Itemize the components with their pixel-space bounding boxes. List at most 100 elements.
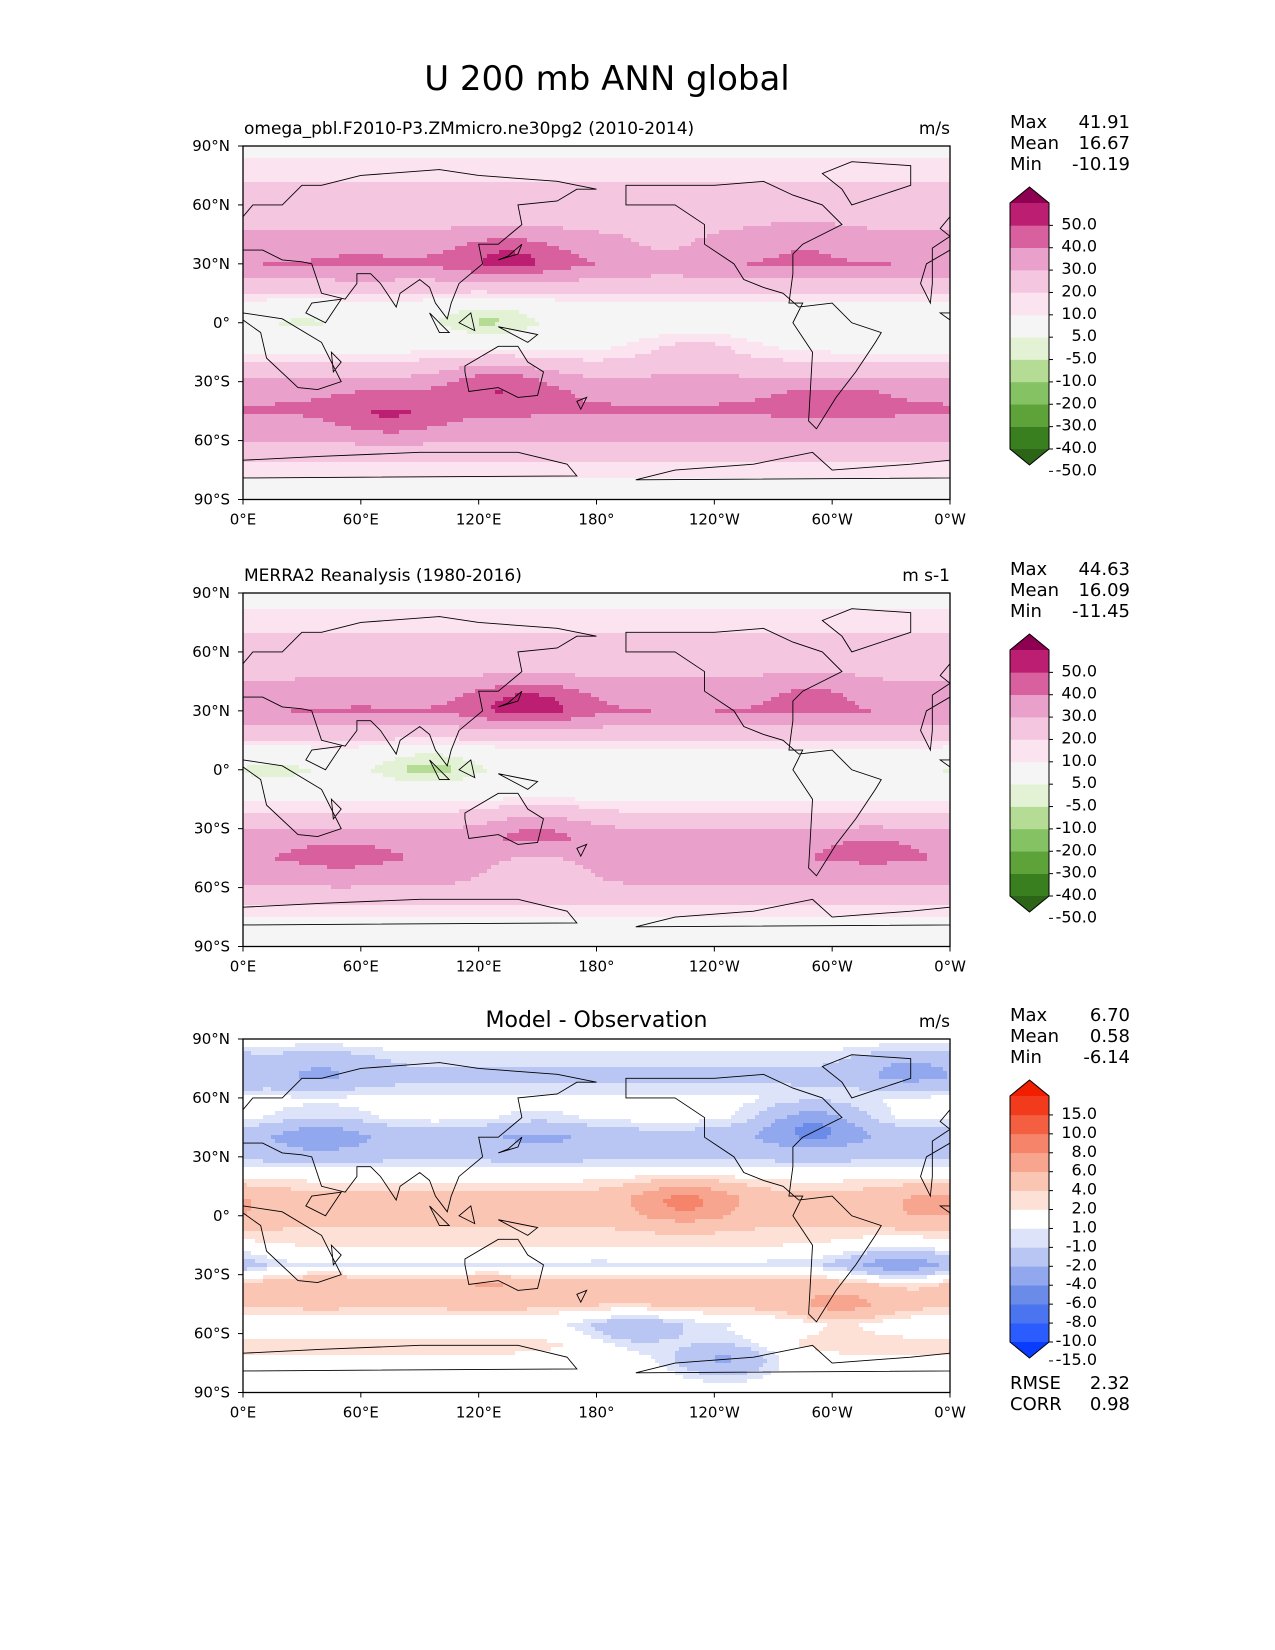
colorbar-swatch [1010,672,1049,695]
x-tick-label: 120°E [456,1404,502,1422]
colorbar-swatch [1010,382,1049,405]
x-tick-label: 120°E [456,958,502,976]
x-tick-label: 60°W [811,1404,853,1422]
map-panel-1: omega_pbl.F2010-P3.ZMmicro.ne30pg2 (2010… [0,112,1275,529]
colorbar-swatch [1010,717,1049,740]
colorbar-swatch [1010,1228,1049,1247]
colorbar-tick-label: 2.0 [1072,1199,1097,1218]
colorbar-swatch [1010,1210,1049,1229]
x-tick-label: 120°W [689,511,740,529]
colorbar-swatch [1010,762,1049,785]
y-tick-label: 60°S [194,1325,230,1343]
colorbar-swatch [1010,225,1049,248]
colorbar-swatch [1010,1285,1049,1304]
x-tick-label: 60°E [343,958,379,976]
contour-field [243,593,951,949]
x-tick-label: 180° [578,1404,614,1422]
panel-title: Model - Observation [486,1008,708,1033]
stat-value-max: 41.91 [1078,112,1130,133]
colorbar-swatch [1010,1134,1049,1153]
map-panel-3: Model - Observation m/s0°E 60°E 120°E 180° 12… [0,1005,1275,1422]
colorbar: 50.040.030.020.010.05.0-5.0-10.0-20.0-30… [1010,634,1097,926]
colorbar-swatch [1010,292,1049,315]
colorbar-tick-label: 5.0 [1072,326,1097,345]
colorbar-tick-label: 40.0 [1061,684,1097,703]
y-tick-label: 0° [213,761,230,779]
x-tick-label: 120°E [456,511,502,529]
stat-value-mean: 16.09 [1078,580,1130,601]
y-tick-label: 60°N [192,1089,230,1107]
colorbar-swatch [1010,248,1049,271]
colorbar: 50.040.030.020.010.05.0-5.0-10.0-20.0-30… [1010,187,1097,479]
colorbar-tick-label: -5.0 [1066,349,1097,368]
figure-canvas: U 200 mb ANN globalomega_pbl.F2010-P3.ZM… [0,0,1275,1650]
colorbar-tick-label: -15.0 [1056,1350,1097,1369]
colorbar-tick-label: 20.0 [1061,281,1097,300]
colorbar-swatch [1010,1191,1049,1210]
colorbar-tick-label: -20.0 [1056,840,1097,859]
y-tick-label: 0° [213,314,230,332]
y-tick-label: 0° [213,1207,230,1225]
colorbar-swatch [1010,270,1049,293]
colorbar-tick-label: 4.0 [1072,1180,1097,1199]
colorbar-swatch [1010,337,1049,360]
colorbar-swatch [1010,203,1049,226]
x-tick-label: 180° [578,511,614,529]
colorbar-swatch [1010,360,1049,383]
stat-label-min: Min [1010,601,1042,622]
colorbar-swatch [1010,315,1049,338]
colorbar-tick-label: 20.0 [1061,728,1097,747]
colorbar-extend-bottom [1010,896,1049,912]
x-tick-label: 0°W [934,958,966,976]
colorbar-tick-label: 10.0 [1061,751,1097,770]
colorbar-swatch [1010,427,1049,450]
x-tick-label: 60°E [343,1404,379,1422]
panel-units: m/s [919,1012,950,1032]
x-tick-label: 60°W [811,958,853,976]
colorbar-extend-bottom [1010,1342,1049,1358]
stat-label-max: Max [1010,112,1048,133]
colorbar-swatch [1010,851,1049,874]
colorbar-tick-label: 8.0 [1072,1142,1097,1161]
colorbar-swatch [1010,1247,1049,1266]
colorbar-tick-label: 40.0 [1061,237,1097,256]
y-tick-label: 60°S [194,432,230,450]
colorbar-tick-label: 10.0 [1061,1123,1097,1142]
colorbar-swatch [1010,829,1049,852]
panel-title: omega_pbl.F2010-P3.ZMmicro.ne30pg2 (2010… [244,119,694,139]
y-tick-label: 90°S [194,938,230,956]
colorbar-tick-label: -10.0 [1056,818,1097,837]
stat-label-min: Min [1010,1047,1042,1068]
stat-value-rmse: 2.32 [1090,1373,1130,1394]
contour-field [243,146,951,502]
colorbar-tick-label: -4.0 [1066,1274,1097,1293]
colorbar: 15.010.08.06.04.02.01.0-1.0-2.0-4.0-6.0-… [1010,1080,1097,1369]
y-tick-label: 90°S [194,1384,230,1402]
panel-units: m/s [919,119,950,139]
colorbar-tick-label: 50.0 [1061,214,1097,233]
colorbar-tick-label: -6.0 [1066,1293,1097,1312]
y-tick-label: 30°S [194,1266,230,1284]
colorbar-swatch [1010,874,1049,897]
stat-value-mean: 16.67 [1078,133,1130,154]
colorbar-swatch [1010,784,1049,807]
colorbar-extend-bottom [1010,449,1049,465]
colorbar-tick-label: -40.0 [1056,438,1097,457]
stat-label-max: Max [1010,1005,1048,1026]
y-tick-label: 90°S [194,491,230,509]
y-tick-label: 90°N [192,137,230,155]
stat-label-rmse: RMSE [1010,1373,1061,1394]
panel-units: m s-1 [902,566,950,586]
colorbar-swatch [1010,1323,1049,1342]
stat-label-mean: Mean [1010,1026,1059,1047]
colorbar-tick-label: -8.0 [1066,1312,1097,1331]
colorbar-tick-label: -5.0 [1066,796,1097,815]
stat-label-max: Max [1010,559,1048,580]
stat-value-max: 6.70 [1090,1005,1130,1026]
x-tick-label: 0°E [230,958,257,976]
stat-value-max: 44.63 [1078,559,1130,580]
x-tick-label: 120°W [689,1404,740,1422]
colorbar-tick-label: 10.0 [1061,304,1097,323]
x-tick-label: 0°W [934,1404,966,1422]
stat-label-min: Min [1010,154,1042,175]
